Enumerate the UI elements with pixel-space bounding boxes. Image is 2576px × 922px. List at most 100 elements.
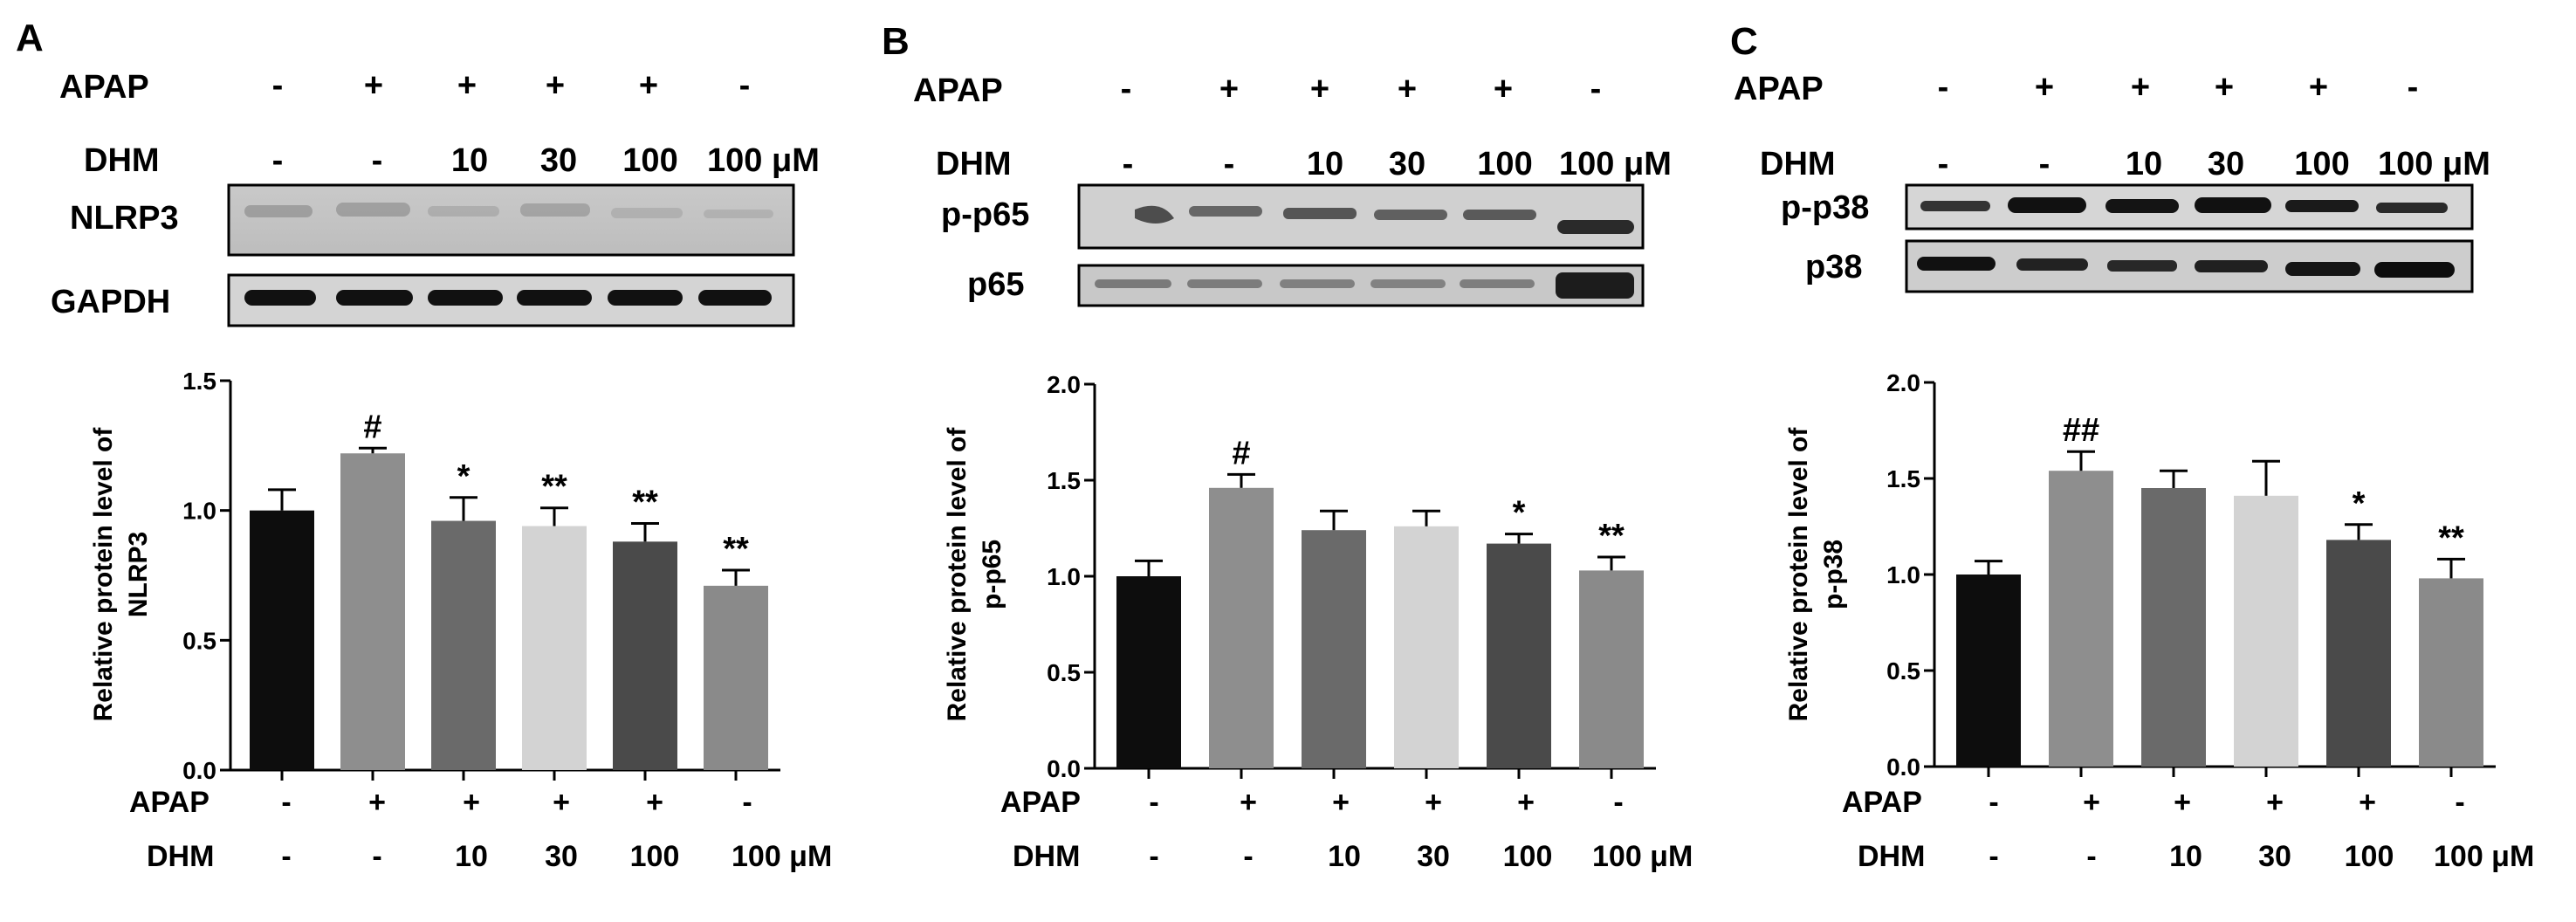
blot-dhm-dose: 100 — [2294, 146, 2349, 182]
axis-dhm-dose: 100 — [2345, 840, 2394, 873]
axis-apap-sign: - — [2455, 786, 2464, 819]
blot-dhm-dose: 10 — [2126, 146, 2162, 182]
panel-a: A APAP DHM - + + + + - - - 10 30 100 100… — [16, 17, 832, 873]
bar — [613, 541, 677, 770]
blot-dhm-label: DHM — [84, 142, 160, 179]
significance-marker: ** — [1598, 518, 1625, 554]
y-axis-label: Relative protein level of — [89, 427, 118, 722]
significance-marker: # — [363, 409, 381, 445]
bar — [1394, 526, 1459, 768]
axis-dhm-dose: - — [1243, 840, 1253, 873]
blot-apap-sign: + — [546, 67, 565, 104]
blot-apap-label: APAP — [913, 72, 1003, 109]
blot-dhm-dose: - — [1224, 146, 1235, 182]
panel-letter: A — [16, 17, 44, 59]
blot-apap-sign: + — [1494, 71, 1513, 107]
blot-apap-sign: + — [1398, 71, 1417, 107]
blot-apap-sign: - — [739, 67, 751, 104]
y-tick-label: 0.0 — [182, 757, 216, 784]
y-tick-label: 0.5 — [182, 627, 216, 654]
blot-dhm-dose: - — [1123, 146, 1134, 182]
bar-chart-c: 0.00.51.01.52.0##*** — [1886, 369, 2496, 781]
blot-apap-sign: + — [639, 67, 658, 104]
y-tick-label: 0.5 — [1047, 659, 1081, 686]
blot-dhm-dose: - — [272, 142, 284, 179]
blot-apap-sign: + — [2131, 69, 2150, 106]
axis-apap-sign: + — [1240, 786, 1257, 819]
bar-chart-b: 0.00.51.01.52.0#*** — [1047, 371, 1656, 782]
y-axis-label: Relative protein level of — [943, 427, 972, 722]
axis-apap-label: APAP — [129, 786, 210, 819]
axis-apap-sign: + — [1425, 786, 1442, 819]
significance-marker: * — [2353, 485, 2366, 522]
blot-apap-label: APAP — [1734, 71, 1824, 107]
axis-dhm-dose: - — [2086, 840, 2096, 873]
bar-chart-a: 0.00.51.01.5#* ** **** — [182, 368, 780, 784]
blot-dhm-dose: 30 — [2208, 146, 2244, 182]
axis-dhm-dose: 100 μM — [1592, 840, 1693, 873]
axis-dhm-dose: - — [281, 840, 291, 873]
bar — [1579, 570, 1644, 768]
axis-dhm-dose: - — [1149, 840, 1158, 873]
bar — [2049, 471, 2113, 767]
axis-apap-sign: - — [1613, 786, 1623, 819]
axis-apap-sign: + — [553, 786, 570, 819]
blot-dhm-row: - - 10 30 100 100 μM — [272, 142, 820, 179]
bar — [2234, 495, 2298, 767]
axis-dhm-row: - - 10 30 100 100 μM — [281, 840, 832, 873]
panel-c: C APAP DHM - + + + + - - - 10 30 100 100… — [1730, 20, 2534, 873]
blot-dhm-dose: 100 — [622, 142, 677, 179]
y-tick-label: 2.0 — [1886, 369, 1920, 396]
blot-dhm-dose: 100 μM — [2378, 146, 2490, 182]
bar — [340, 453, 405, 770]
y-tick-label: 0.5 — [1886, 657, 1920, 685]
y-tick-label: 1.5 — [1886, 465, 1920, 492]
y-tick-label: 1.5 — [182, 368, 216, 395]
blot-label-p38: p38 — [1805, 249, 1862, 286]
axis-apap-row: - + + + + - — [1989, 786, 2464, 819]
blot-apap-sign: + — [1219, 71, 1239, 107]
axis-dhm-row: - - 10 30 100 100 μM — [1989, 840, 2534, 873]
blot-apap-row: - + + + + - — [1121, 71, 1602, 107]
blot-apap-sign: + — [2035, 69, 2054, 106]
significance-marker: # — [1232, 435, 1250, 471]
blot-label-p65: p65 — [967, 266, 1024, 303]
blot-apap-sign: - — [1938, 69, 1949, 106]
bar — [1116, 576, 1181, 768]
bar — [1487, 543, 1551, 768]
significance-marker: ** — [723, 531, 749, 568]
axis-apap-label: APAP — [1000, 786, 1081, 819]
axis-apap-sign: - — [1989, 786, 1998, 819]
blot-label-gapdh: GAPDH — [51, 284, 170, 320]
significance-marker: * — [1513, 495, 1526, 532]
blot-dhm-dose: 10 — [1307, 146, 1343, 182]
bar — [1209, 487, 1274, 768]
axis-apap-sign: - — [742, 786, 752, 819]
bar — [1302, 530, 1366, 768]
blot-dhm-dose: 100 μM — [1559, 146, 1672, 182]
axis-dhm-dose: 10 — [2169, 840, 2202, 873]
axis-apap-sign: + — [2266, 786, 2284, 819]
axis-apap-sign: + — [1332, 786, 1350, 819]
blot-dhm-dose: 100 μM — [707, 142, 820, 179]
y-axis-label: NLRP3 — [124, 532, 153, 617]
blot-dhm-dose: - — [2039, 146, 2050, 182]
blot-dhm-label: DHM — [1760, 146, 1836, 182]
axis-apap-row: - + + + + - — [1149, 786, 1623, 819]
blot-dhm-dose: - — [1938, 146, 1949, 182]
axis-dhm-dose: - — [1989, 840, 1998, 873]
panel-letter: C — [1730, 20, 1758, 63]
axis-dhm-dose: 10 — [455, 840, 488, 873]
y-axis-label: p-p65 — [978, 540, 1006, 609]
blot-dhm-dose: 30 — [540, 142, 577, 179]
axis-dhm-dose: 30 — [1417, 840, 1450, 873]
bar — [431, 520, 496, 770]
bar — [2326, 540, 2391, 767]
blot-apap-sign: + — [2215, 69, 2234, 106]
blot-dhm-dose: - — [372, 142, 383, 179]
axis-apap-sign: + — [646, 786, 663, 819]
y-axis-label: Relative protein level of — [1784, 427, 1813, 722]
blot-dhm-row: - - 10 30 100 100 μM — [1938, 146, 2490, 182]
axis-dhm-row: - - 10 30 100 100 μM — [1149, 840, 1693, 873]
bar — [2419, 578, 2483, 767]
